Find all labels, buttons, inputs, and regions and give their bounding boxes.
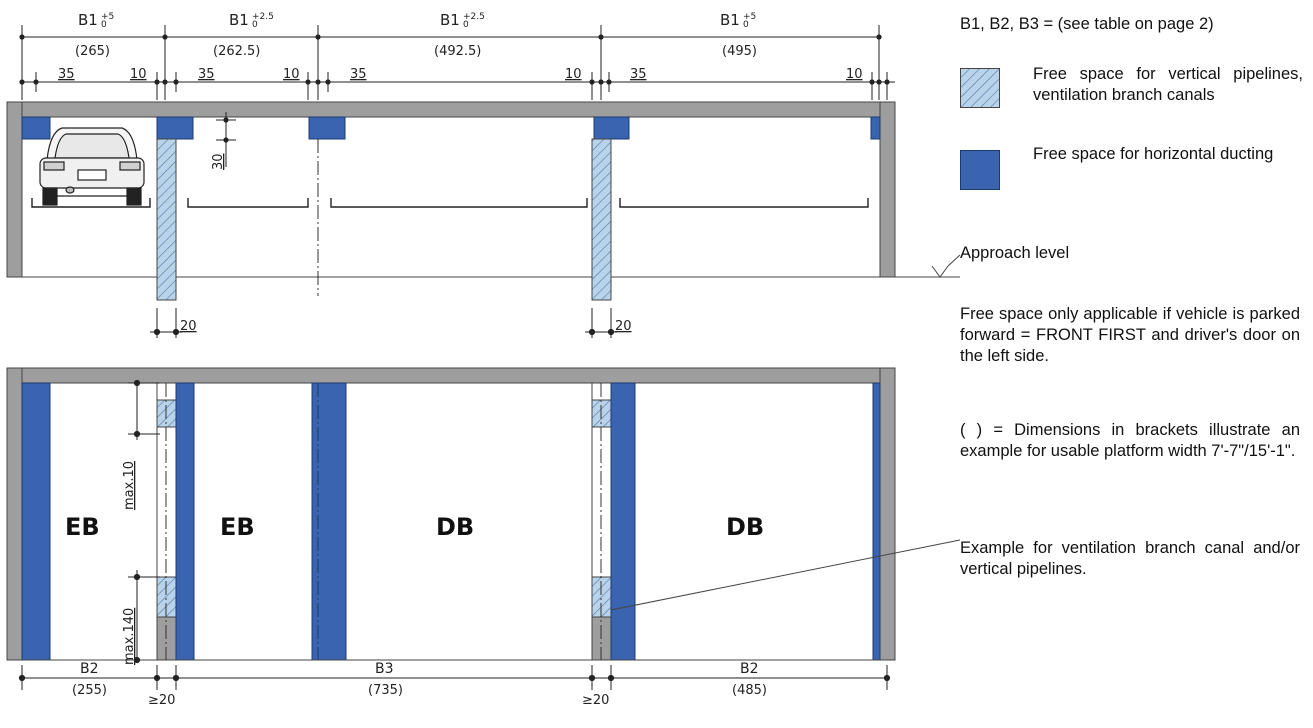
top-dimension-dots	[19, 34, 890, 85]
dim-10-a: 10	[130, 67, 147, 82]
b1-label-3: B1 +2.5 0 (492.5)	[434, 11, 485, 59]
dim-10-b: 10	[283, 67, 300, 82]
callout-line	[610, 539, 961, 611]
dim-35-a: 35	[58, 67, 75, 82]
b1-label-2: B1 +2.5 0 (262.5)	[213, 11, 274, 59]
svg-text:+2.5: +2.5	[463, 12, 485, 22]
svg-text:B1: B1	[229, 11, 249, 29]
b3-label: B3	[375, 661, 394, 677]
approach-level-marker	[931, 254, 961, 278]
bottom-dimension-chain	[18, 665, 891, 690]
max-dims	[128, 379, 160, 664]
dim-35-c: 35	[350, 67, 367, 82]
legend-vertical: Free space for vertical pipelines, venti…	[960, 64, 1303, 130]
legend-horizontal-text: Free space for horizontal ducting	[1033, 145, 1274, 163]
b3-example: (735)	[368, 683, 403, 698]
bay-label-3: DB	[436, 513, 474, 541]
gte-20-right: ≥20	[582, 693, 609, 708]
b2-example-right: (485)	[732, 683, 767, 698]
top-dimension-chain	[21, 25, 895, 100]
dim-20-right-label: 20	[615, 319, 632, 334]
legend-header: B1, B2, B3 = (see table on page 2)	[960, 15, 1214, 33]
svg-text:0: 0	[743, 20, 749, 30]
bay-label-4: DB	[726, 513, 764, 541]
callout-example-text: Example for ventilation branch canal and…	[960, 539, 1300, 578]
b2-label-left: B2	[80, 661, 99, 677]
gte-20-left: ≥20	[148, 693, 175, 708]
svg-text:(492.5): (492.5)	[434, 44, 481, 59]
dim-35-d: 35	[630, 67, 647, 82]
b2-label-right: B2	[740, 661, 759, 677]
bay-label-2: EB	[220, 513, 255, 541]
dim-10-c: 10	[565, 67, 582, 82]
dim-max-140: max.140	[122, 608, 137, 665]
dim-30: 30	[211, 153, 226, 170]
svg-text:B1: B1	[440, 11, 460, 29]
b1-label-1: B1 +5 0 (265)	[75, 11, 114, 59]
dim-20-left	[150, 308, 182, 338]
legend-vertical-text: Free space for vertical pipelines, venti…	[1033, 65, 1303, 104]
dim-max-10: max.10	[122, 461, 137, 510]
b2-example-left: (255)	[72, 683, 107, 698]
dim-20-left-label: 20	[180, 319, 197, 334]
note-front-first: Free space only applicable if vehicle is…	[960, 305, 1300, 365]
car-rear-view-icon	[39, 127, 145, 206]
svg-text:0: 0	[101, 20, 107, 30]
dim-35-b: 35	[198, 67, 215, 82]
legend-horizontal: Free space for horizontal ducting	[960, 144, 1300, 190]
note-brackets: ( ) = Dimensions in brackets illustrate …	[960, 421, 1300, 460]
plan-structure	[6, 367, 896, 661]
svg-text:0: 0	[252, 20, 258, 30]
svg-text:B1: B1	[720, 11, 740, 29]
svg-text:+5: +5	[101, 12, 114, 22]
dim-20-right	[585, 308, 617, 338]
bay-label-1: EB	[65, 513, 100, 541]
svg-text:(262.5): (262.5)	[213, 44, 260, 59]
svg-text:(265): (265)	[75, 44, 110, 59]
section-structure	[6, 101, 960, 301]
svg-text:+2.5: +2.5	[252, 12, 274, 22]
dim-10-d: 10	[846, 67, 863, 82]
blue-swatch-icon	[960, 150, 1000, 190]
svg-text:+5: +5	[743, 12, 756, 22]
svg-text:0: 0	[463, 20, 469, 30]
hatch-swatch-icon	[960, 68, 1000, 108]
svg-text:(495): (495)	[722, 44, 757, 59]
svg-text:B1: B1	[78, 11, 98, 29]
b1-label-4: B1 +5 0 (495)	[720, 11, 757, 59]
approach-level-label: Approach level	[960, 244, 1070, 262]
